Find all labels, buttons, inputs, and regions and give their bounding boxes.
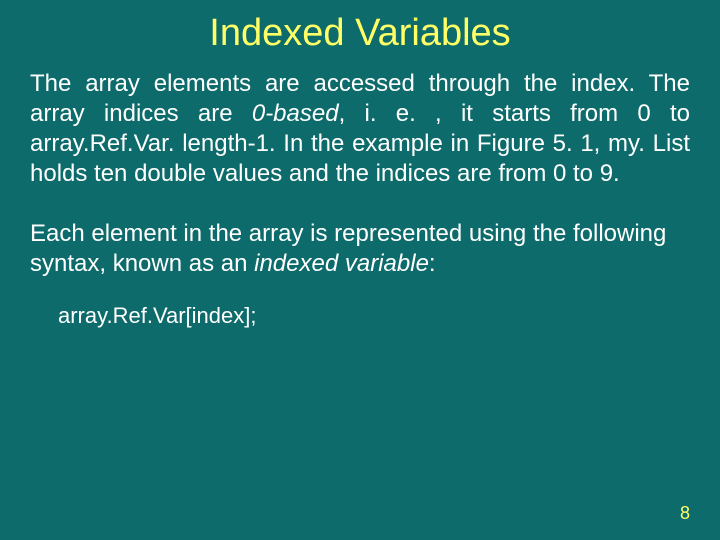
p2-text-b: :	[429, 250, 436, 277]
paragraph-1: The array elements are accessed through …	[30, 69, 690, 189]
slide-title: Indexed Variables	[30, 12, 690, 55]
code-line: array.Ref.Var[index];	[58, 303, 690, 329]
paragraph-2: Each element in the array is represented…	[30, 219, 690, 279]
slide: Indexed Variables The array elements are…	[0, 0, 720, 540]
page-number: 8	[680, 503, 690, 524]
p2-italic: indexed variable	[254, 250, 429, 277]
p1-italic: 0-based	[252, 100, 339, 127]
